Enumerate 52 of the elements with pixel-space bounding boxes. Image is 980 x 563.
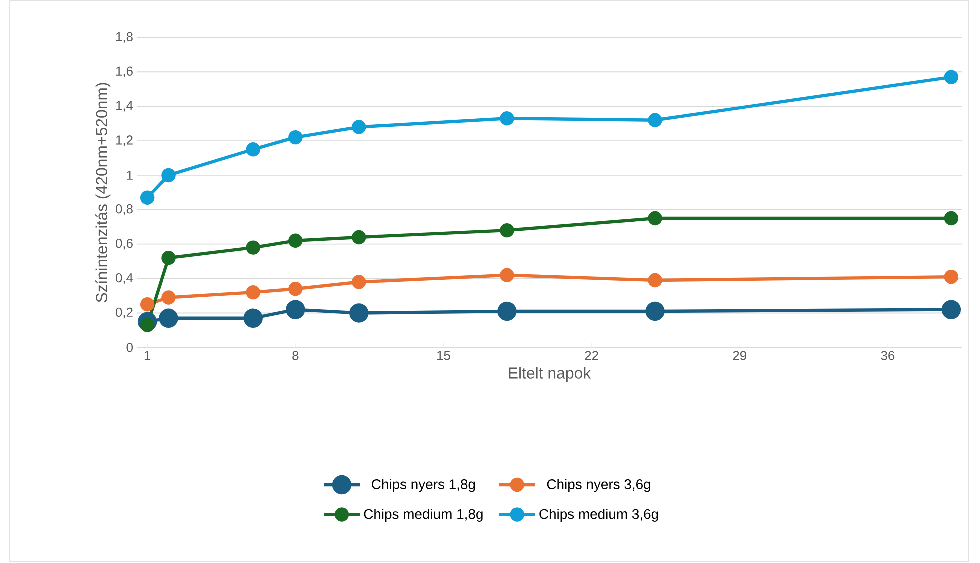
legend-label: Chips nyers 1,8g [372, 479, 476, 492]
point [140, 190, 155, 205]
point [648, 273, 662, 288]
x-axis-title: Eltelt napok [509, 367, 592, 382]
x-tick-label: 36 [881, 351, 895, 360]
point [162, 251, 176, 266]
point [288, 234, 303, 248]
legend-label: Chips medium 1,8g [364, 508, 483, 522]
point [648, 113, 662, 128]
point [944, 211, 959, 226]
point [648, 211, 662, 226]
x-tick-label: 29 [733, 351, 746, 360]
y-tick-label: 1,8 [116, 32, 133, 44]
legend-label: Chips nyers 3,6g [547, 479, 650, 492]
y-tick-label: 0,8 [116, 204, 133, 216]
y-tick-label: 0,4 [116, 273, 134, 284]
y-axis-title: Színintenzitás (420nm+520nm) [96, 83, 111, 303]
point [500, 268, 514, 282]
point [162, 168, 176, 183]
y-tick-label: 0,2 [116, 308, 133, 319]
y-tick-label: 1,4 [116, 101, 134, 112]
legend-label: Chips medium 3,6g [540, 508, 658, 522]
point [352, 275, 366, 290]
point [350, 304, 369, 323]
point [246, 240, 260, 255]
point [352, 230, 366, 245]
point [159, 308, 178, 328]
x-tick-label: 15 [438, 351, 450, 360]
point [140, 298, 155, 312]
point [944, 70, 959, 84]
point [500, 223, 514, 238]
x-tick-label: 22 [585, 351, 598, 360]
point [646, 302, 665, 322]
point [288, 130, 303, 145]
point [498, 302, 517, 322]
point [244, 308, 263, 328]
x-tick-label: 1 [144, 351, 151, 360]
point [288, 282, 303, 296]
point [246, 142, 260, 157]
y-tick-label: 1,6 [116, 66, 133, 78]
point [246, 285, 260, 300]
y-tick-label: 0,6 [116, 239, 133, 250]
y-tick-label: 1 [127, 171, 133, 180]
point [286, 300, 306, 320]
y-tick-label: 1,2 [116, 136, 133, 146]
x-tick-label: 8 [292, 351, 299, 360]
point [352, 120, 366, 134]
point [942, 300, 962, 320]
point [162, 290, 176, 305]
point [944, 270, 959, 284]
y-tick-label: 0 [126, 343, 133, 352]
point [500, 112, 514, 126]
